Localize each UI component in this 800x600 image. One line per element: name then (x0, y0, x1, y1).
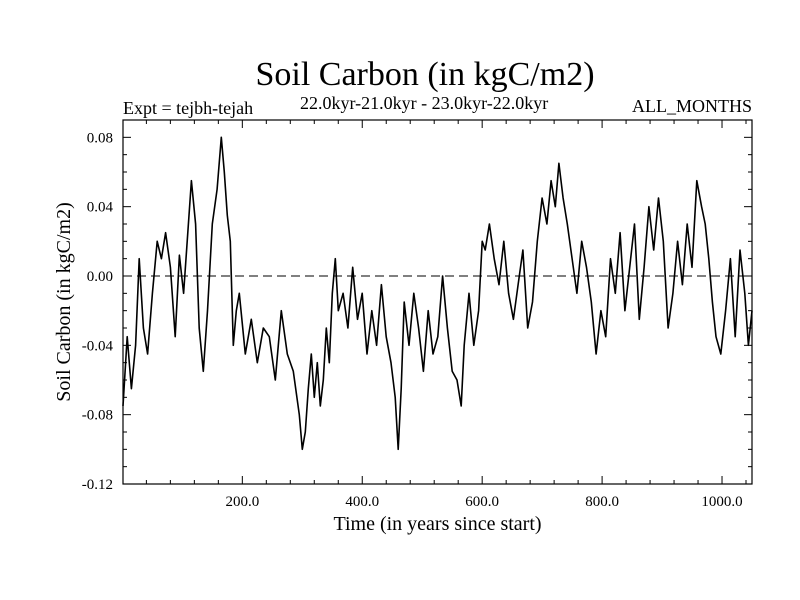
months-label: ALL_MONTHS (632, 96, 752, 116)
series-layer (122, 136, 753, 451)
experiment-label: Expt = tejbh-tejah (123, 98, 254, 118)
y-tick-label: -0.08 (82, 408, 113, 424)
x-tick-label: 600.0 (465, 494, 499, 510)
y-tick-label: 0.00 (87, 269, 113, 285)
x-tick-label: 200.0 (225, 494, 259, 510)
x-tick-label: 400.0 (345, 494, 379, 510)
y-tick-label: -0.04 (82, 338, 114, 354)
y-tick-label: -0.12 (82, 477, 113, 493)
soil-carbon-series-line (122, 136, 753, 451)
y-axis-label: Soil Carbon (in kgC/m2) (53, 202, 75, 401)
chart-subtitle: 22.0kyr-21.0kyr - 23.0kyr-22.0kyr (300, 93, 549, 113)
chart-title: Soil Carbon (in kgC/m2) (255, 56, 595, 93)
plot-frame (122, 119, 753, 485)
y-tick-label: 0.08 (87, 130, 113, 146)
labels-layer: -0.12 -0.08 -0.04 0.00 0.04 0.08 200.0 400.0 600… (82, 130, 743, 510)
x-axis-label: Time (in years since start) (333, 513, 541, 535)
y-tick-label: 0.04 (87, 200, 114, 216)
tick-layer (123, 119, 752, 485)
x-tick-label: 1000.0 (701, 494, 742, 510)
x-tick-label: 800.0 (585, 494, 619, 510)
